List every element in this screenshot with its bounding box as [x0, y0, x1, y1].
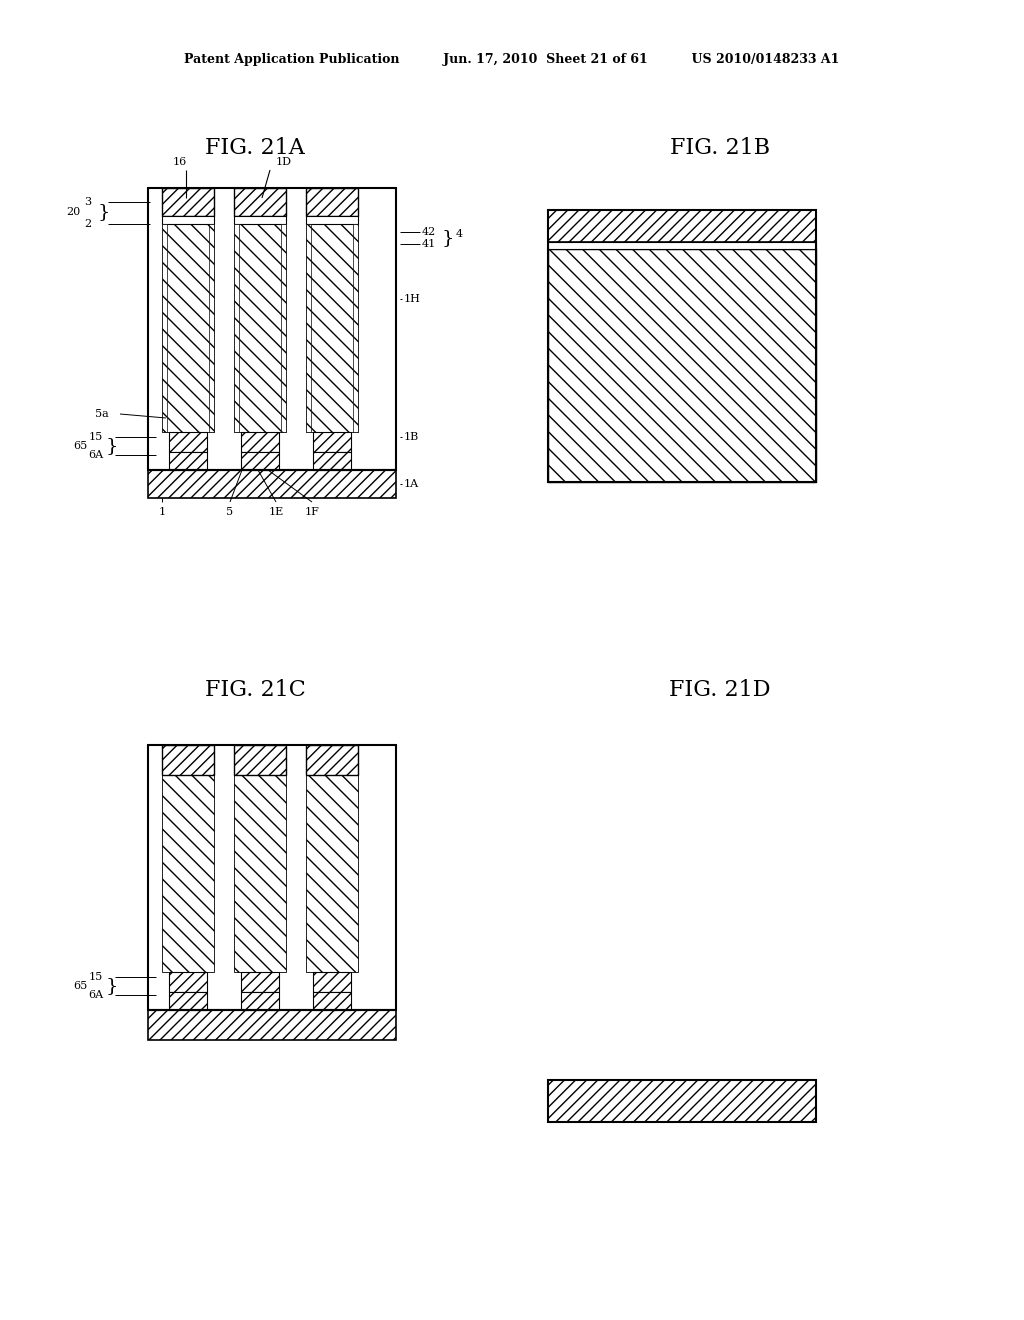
Text: FIG. 21B: FIG. 21B — [670, 137, 770, 158]
Bar — [548, 249, 816, 482]
Text: 1B: 1B — [404, 432, 419, 442]
Bar — [148, 470, 396, 498]
Text: 1D: 1D — [276, 157, 292, 168]
Text: 1: 1 — [159, 507, 166, 517]
Bar — [162, 216, 214, 224]
Bar — [241, 451, 279, 470]
Bar — [162, 224, 167, 432]
Bar — [241, 972, 279, 993]
Bar — [313, 451, 351, 470]
Bar — [548, 1080, 816, 1122]
Text: FIG. 21C: FIG. 21C — [205, 678, 305, 701]
Bar — [234, 187, 286, 216]
Text: 1F: 1F — [304, 507, 319, 517]
Bar — [306, 744, 358, 775]
Text: 41: 41 — [422, 239, 436, 249]
Bar — [306, 216, 358, 224]
Text: 42: 42 — [422, 227, 436, 238]
Text: }: } — [105, 977, 118, 995]
Bar — [313, 972, 351, 993]
Text: 5a: 5a — [95, 409, 109, 418]
Text: 65: 65 — [73, 441, 87, 451]
Bar — [548, 242, 816, 249]
Bar — [234, 744, 286, 775]
Text: 6A: 6A — [88, 990, 103, 1001]
Bar — [548, 210, 816, 482]
Text: }: } — [105, 437, 118, 455]
Text: 15: 15 — [89, 972, 103, 982]
Bar — [353, 224, 358, 432]
Text: 65: 65 — [73, 981, 87, 991]
Bar — [148, 744, 396, 1010]
Bar — [234, 216, 286, 224]
Bar — [234, 224, 286, 432]
Bar — [313, 432, 351, 451]
Text: }: } — [98, 203, 111, 220]
Bar — [241, 993, 279, 1010]
Bar — [548, 210, 816, 242]
Bar — [209, 224, 214, 432]
Bar — [313, 993, 351, 1010]
Text: 2: 2 — [84, 219, 91, 228]
Text: 1E: 1E — [268, 507, 284, 517]
Bar — [148, 187, 396, 470]
Bar — [306, 224, 311, 432]
Bar — [169, 972, 207, 993]
Bar — [162, 744, 214, 775]
Bar — [306, 775, 358, 972]
Text: 20: 20 — [66, 207, 80, 216]
Text: 16: 16 — [173, 157, 187, 168]
Bar — [234, 224, 239, 432]
Bar — [162, 775, 214, 972]
Bar — [162, 187, 214, 216]
Bar — [241, 432, 279, 451]
Bar — [169, 993, 207, 1010]
Bar — [169, 451, 207, 470]
Text: FIG. 21A: FIG. 21A — [205, 137, 305, 158]
Text: 1A: 1A — [404, 479, 419, 488]
Text: 15: 15 — [89, 432, 103, 442]
Bar — [234, 775, 286, 972]
Bar — [306, 224, 358, 432]
Text: 5: 5 — [226, 507, 233, 517]
Bar — [306, 187, 358, 216]
Text: }: } — [442, 228, 455, 247]
Bar — [148, 1010, 396, 1040]
Text: 1H: 1H — [404, 294, 421, 304]
Text: 4: 4 — [456, 228, 463, 239]
Text: 3: 3 — [84, 197, 91, 207]
Bar — [162, 224, 214, 432]
Text: Patent Application Publication          Jun. 17, 2010  Sheet 21 of 61          U: Patent Application Publication Jun. 17, … — [184, 54, 840, 66]
Bar — [281, 224, 286, 432]
Bar — [169, 432, 207, 451]
Text: 6A: 6A — [88, 450, 103, 459]
Text: FIG. 21D: FIG. 21D — [670, 678, 771, 701]
